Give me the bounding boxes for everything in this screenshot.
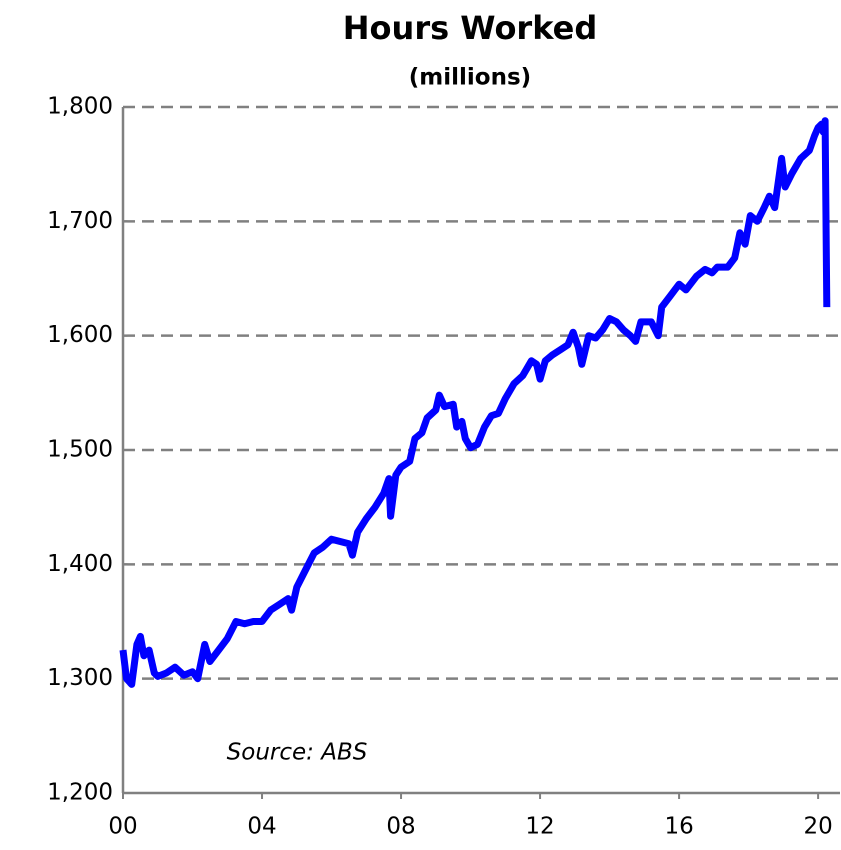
x-tick-label: 16 <box>664 814 693 840</box>
chart-subtitle: (millions) <box>409 65 531 91</box>
x-tick-label: 04 <box>247 814 276 840</box>
y-tick-label: 1,700 <box>47 208 113 234</box>
x-tick-label: 20 <box>803 814 832 840</box>
data-line <box>119 117 831 688</box>
y-tick-label: 1,200 <box>47 780 113 806</box>
y-tick-label: 1,300 <box>47 665 113 691</box>
y-tick-label: 1,800 <box>47 94 113 120</box>
x-tick-label: 08 <box>386 814 415 840</box>
x-tick-label: 00 <box>108 814 137 840</box>
y-tick-label: 1,600 <box>47 322 113 348</box>
x-tick-label: 12 <box>525 814 554 840</box>
annotation: Source: ABS <box>227 740 368 766</box>
y-tick-label: 1,500 <box>47 437 113 463</box>
chart-title: Hours Worked <box>343 9 597 47</box>
y-tick-label: 1,400 <box>47 551 113 577</box>
